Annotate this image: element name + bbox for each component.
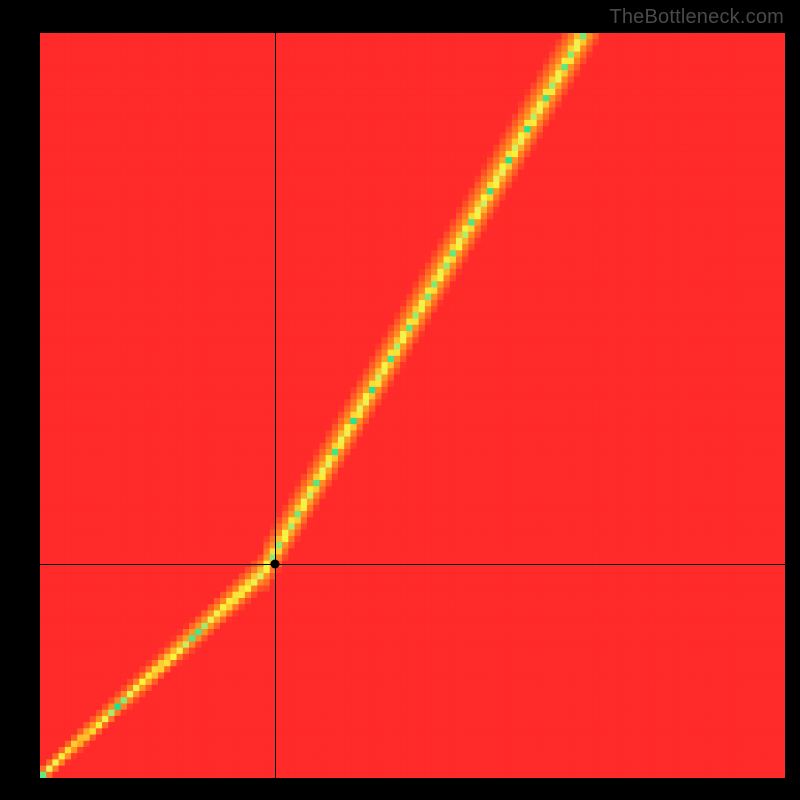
heatmap-canvas	[40, 33, 785, 778]
marker-point	[270, 560, 279, 569]
heatmap-plot	[40, 33, 785, 778]
chart-container: TheBottleneck.com	[0, 0, 800, 800]
crosshair-vertical	[275, 33, 276, 778]
crosshair-horizontal	[40, 564, 785, 565]
watermark-text: TheBottleneck.com	[609, 6, 784, 29]
